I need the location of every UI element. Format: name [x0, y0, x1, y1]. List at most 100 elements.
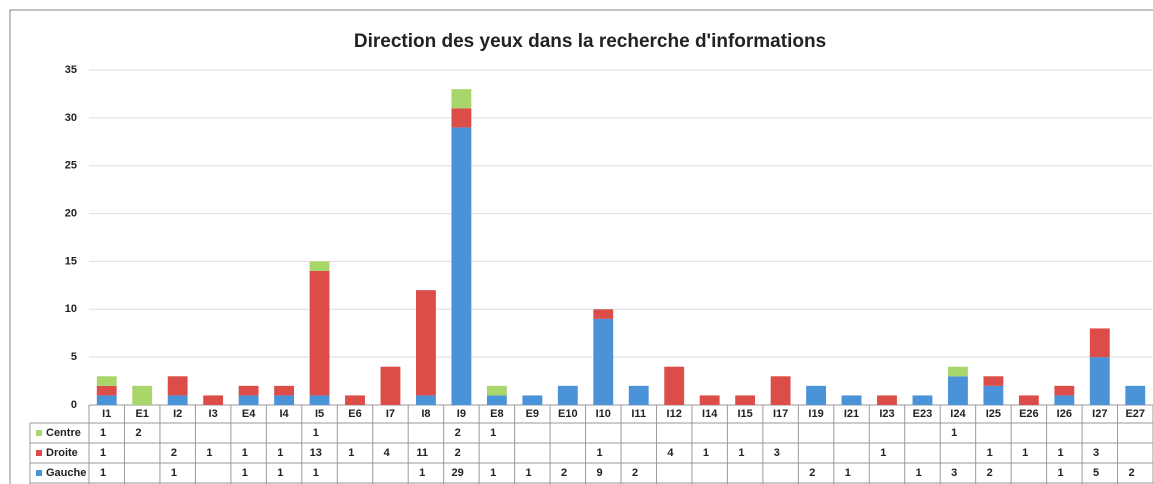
x-tick-label: I26 — [1057, 408, 1072, 420]
x-tick-label: E26 — [1019, 408, 1039, 420]
x-tick-label: I1 — [102, 408, 111, 420]
table-value: 2 — [632, 467, 638, 479]
x-tick-label: E1 — [135, 408, 148, 420]
bar-segment — [912, 395, 933, 405]
bar-segment — [1089, 328, 1110, 358]
bar-segment — [203, 395, 224, 405]
x-tick-label: I25 — [986, 408, 1001, 420]
bar-segment — [486, 385, 507, 396]
bar-segment — [451, 127, 472, 405]
x-tick-label: I24 — [950, 408, 966, 420]
table-value: 1 — [703, 447, 709, 459]
table-value: 9 — [596, 467, 602, 479]
bar-segment — [699, 395, 720, 405]
table-value: 1 — [490, 427, 496, 439]
table-value: 1 — [171, 467, 177, 479]
y-tick-label: 20 — [65, 207, 77, 219]
table-value: 13 — [310, 447, 322, 459]
table-value: 1 — [100, 447, 106, 459]
bar-segment — [96, 376, 117, 386]
bar-segment — [983, 376, 1004, 386]
bar-segment — [132, 385, 153, 405]
bar-segment — [274, 395, 294, 405]
bar-segment — [345, 395, 365, 405]
x-tick-label: I7 — [386, 408, 395, 420]
bar-segment — [1018, 395, 1039, 405]
table-value: 1 — [277, 467, 283, 479]
legend-label: Gauche — [46, 467, 86, 479]
table-value: 2 — [561, 467, 567, 479]
x-tick-label: E4 — [242, 408, 256, 420]
table-value: 2 — [987, 467, 993, 479]
bar-segment — [274, 385, 294, 396]
x-tick-label: E8 — [490, 408, 503, 420]
x-tick-label: I19 — [808, 408, 823, 420]
table-value: 1 — [1058, 447, 1064, 459]
table-value: 1 — [987, 447, 993, 459]
x-tick-label: I11 — [631, 408, 646, 420]
legend-swatch — [36, 470, 42, 476]
bar-segment — [309, 271, 330, 396]
table-value: 2 — [809, 467, 815, 479]
x-tick-label: E10 — [558, 408, 578, 420]
table-value: 1 — [242, 447, 248, 459]
x-tick-label: I27 — [1092, 408, 1107, 420]
legend-swatch — [36, 450, 42, 456]
bar-segment — [238, 395, 259, 405]
bar-segment — [841, 395, 862, 405]
x-tick-label: I23 — [879, 408, 894, 420]
table-value: 2 — [455, 427, 461, 439]
bar-segment — [96, 385, 117, 396]
bar-segment — [167, 395, 188, 405]
x-tick-label: I15 — [737, 408, 752, 420]
table-value: 1 — [100, 467, 106, 479]
chart-title: Direction des yeux dans la recherche d'i… — [354, 31, 826, 52]
y-tick-label: 15 — [65, 255, 77, 267]
bar-segment — [451, 89, 472, 109]
bar-segment — [451, 108, 472, 128]
bar-segment — [416, 290, 436, 396]
bar-segment — [735, 395, 756, 405]
bar-segment — [593, 309, 614, 319]
table-value: 2 — [455, 447, 461, 459]
bar-segment — [416, 395, 436, 405]
table-value: 1 — [206, 447, 212, 459]
bar-segment — [96, 395, 117, 405]
x-tick-label: I8 — [421, 408, 430, 420]
bar-segment — [486, 395, 507, 405]
table-value: 1 — [596, 447, 602, 459]
table-value: 1 — [490, 467, 496, 479]
bar-segment — [593, 318, 614, 405]
table-value: 11 — [416, 447, 428, 459]
legend-swatch — [36, 430, 42, 436]
table-value: 3 — [951, 467, 957, 479]
y-tick-label: 35 — [65, 64, 77, 76]
x-tick-label: I12 — [667, 408, 682, 420]
table-value: 1 — [419, 467, 425, 479]
bar-segment — [664, 366, 685, 405]
x-tick-label: E27 — [1125, 408, 1145, 420]
bar-segment — [983, 385, 1004, 405]
table-value: 3 — [774, 447, 780, 459]
bar-segment — [238, 385, 259, 396]
table-value: 1 — [845, 467, 851, 479]
table-value: 1 — [100, 427, 106, 439]
table-value: 1 — [880, 447, 886, 459]
bar-segment — [309, 395, 330, 405]
table-value: 1 — [313, 427, 319, 439]
y-tick-label: 30 — [65, 112, 77, 124]
table-value: 1 — [313, 467, 319, 479]
legend-label: Centre — [46, 427, 81, 439]
bar-segment — [628, 385, 649, 405]
bar-segment — [167, 376, 188, 396]
x-tick-label: I21 — [844, 408, 859, 420]
bar-segment — [877, 395, 897, 405]
x-tick-label: E23 — [913, 408, 933, 420]
table-value: 29 — [452, 467, 464, 479]
x-tick-label: I14 — [702, 408, 718, 420]
table-value: 2 — [135, 427, 141, 439]
y-tick-label: 10 — [65, 303, 77, 315]
x-tick-label: E6 — [348, 408, 361, 420]
table-value: 1 — [242, 467, 248, 479]
table-value: 5 — [1093, 467, 1099, 479]
